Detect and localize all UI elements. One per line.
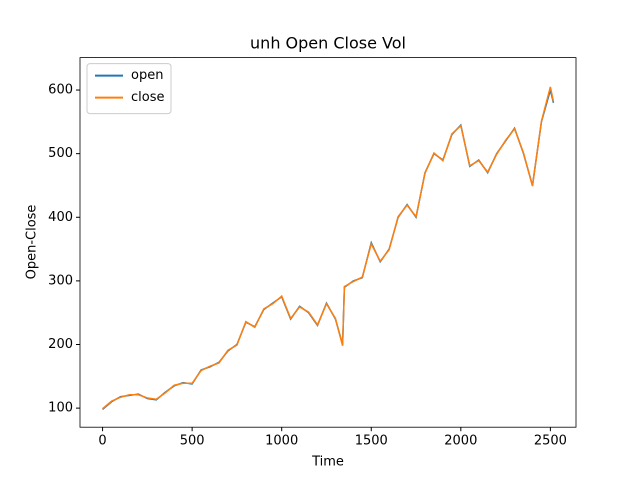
y-tick-label: 400 <box>48 210 73 225</box>
x-tick-label: 2500 <box>534 434 567 449</box>
x-tick-label: 500 <box>180 434 205 449</box>
chart-title: unh Open Close Vol <box>250 34 406 53</box>
y-tick-label: 200 <box>48 337 73 352</box>
y-tick-label: 300 <box>48 273 73 288</box>
y-tick-label: 600 <box>48 83 73 98</box>
plot-frame <box>79 57 577 428</box>
y-tick-label: 100 <box>48 401 73 416</box>
legend-label: open <box>131 68 163 83</box>
y-axis-label: Open-Close <box>25 205 40 280</box>
x-tick-label: 1500 <box>355 434 388 449</box>
x-tick-label: 0 <box>98 434 106 449</box>
legend-label: close <box>131 90 164 105</box>
x-axis-label: Time <box>311 455 344 470</box>
line-series <box>102 87 555 410</box>
y-tick-label: 500 <box>48 146 73 161</box>
line-series <box>102 86 555 410</box>
x-tick-label: 1000 <box>265 434 298 449</box>
x-tick-label: 2000 <box>444 434 477 449</box>
